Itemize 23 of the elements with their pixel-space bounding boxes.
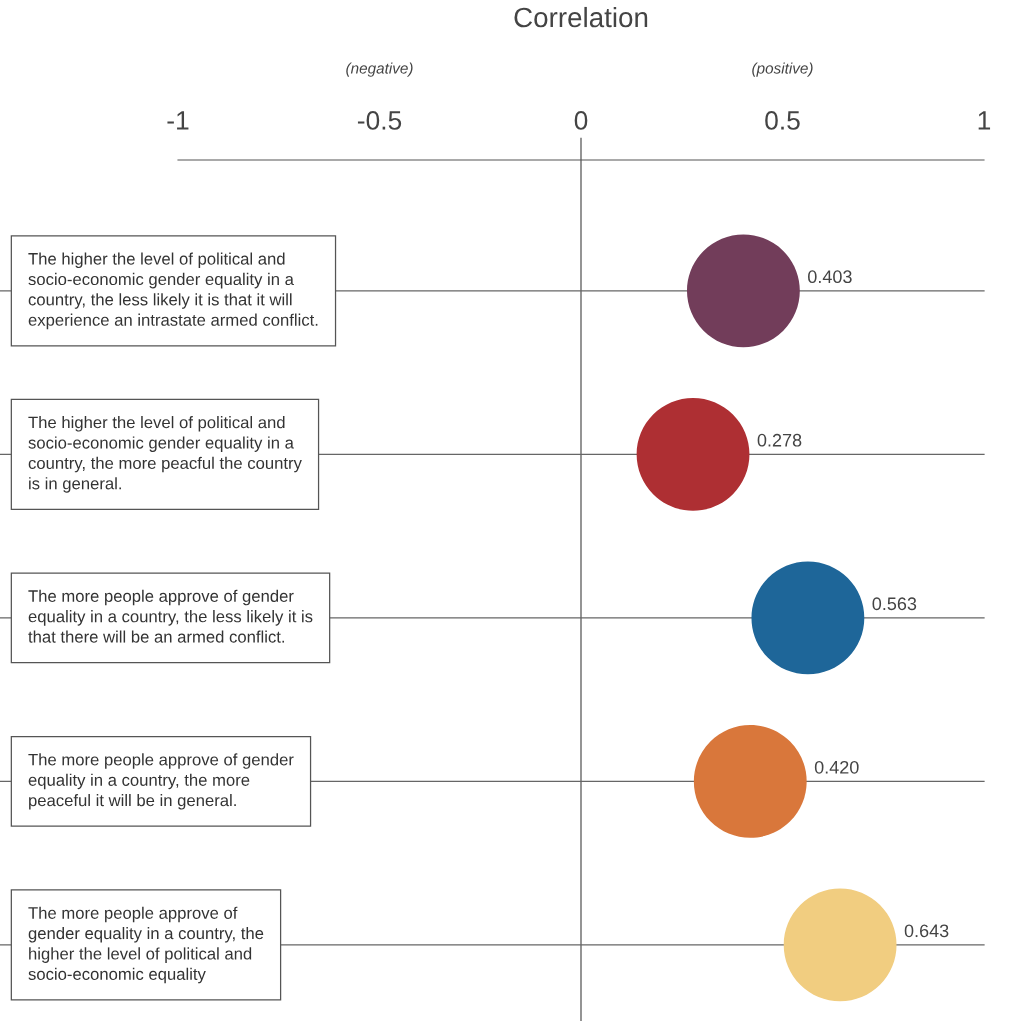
x-tick-label: -0.5 [357, 111, 402, 130]
point [693, 725, 807, 838]
x-axis-title: Correlation [514, 6, 648, 28]
data-label: 0.643 [904, 924, 949, 938]
y-tick-label: The more people approve of gender equality in a country, the higher the level of political and socio-economic equality [28, 906, 264, 984]
x-tick-label: 0 [574, 111, 588, 130]
point [751, 561, 865, 675]
text: (negative) [346, 62, 413, 77]
y-tick-label: The more people approve of gender equality in a country, the less likely it is that there will be an armed conflict. [28, 589, 313, 643]
x-tick-label: 1 [978, 111, 991, 130]
point [686, 234, 800, 348]
y-tick-label: The more people approve of gender equality in a country, the more peaceful it will be in general. [28, 753, 294, 810]
y-tick-label: The higher the level of political and socio-economic gender equality in a country, the more peacful the country is in general. [28, 416, 302, 493]
point [783, 888, 897, 1002]
x-tick-label: -1 [167, 111, 189, 130]
data-label: 0.403 [808, 270, 852, 284]
point [636, 397, 750, 511]
data-label: 0.563 [872, 597, 917, 611]
text: (positive) [752, 62, 813, 77]
y-tick-label: The higher the level of political and socio-economic gender equality in a country, the less likely it is that it will experience an intrastate armed conflict. [28, 252, 318, 330]
data-label: 0.278 [757, 433, 802, 447]
x-tick-label: 0.5 [765, 111, 800, 130]
data-label: 0.420 [814, 760, 859, 774]
